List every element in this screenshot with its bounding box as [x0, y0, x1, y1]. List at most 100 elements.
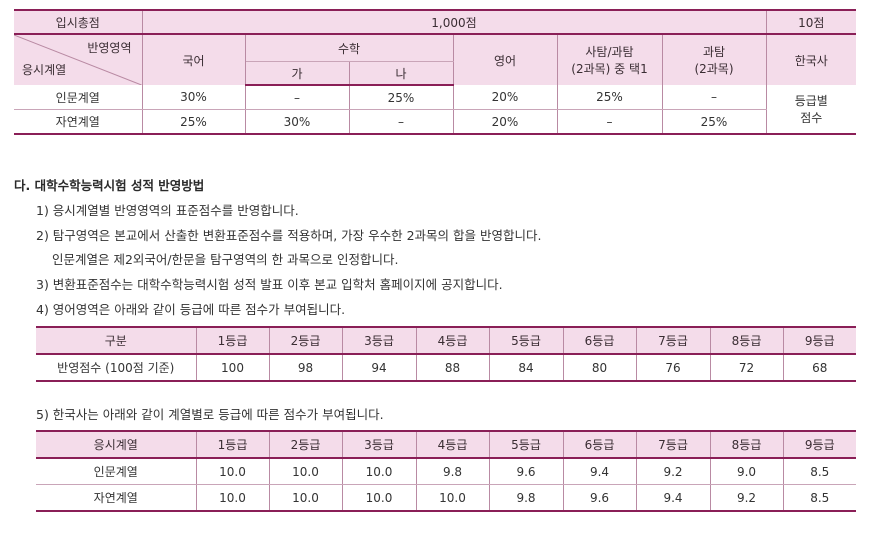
- header-cell: 2등급: [268, 431, 342, 459]
- inquiry-header-line1: 사탐/과탐: [585, 45, 634, 59]
- header-cell: 7등급: [635, 431, 710, 459]
- header-cell: 5등급: [488, 431, 563, 459]
- header-cell: 6등급: [562, 431, 636, 459]
- history-note-line1: 등급별: [794, 94, 828, 108]
- history-header: 한국사: [765, 34, 856, 85]
- header-cell: 6등급: [562, 327, 636, 355]
- score-cell: 9.0: [709, 458, 783, 485]
- item-2: 2) 탐구영역은 본교에서 산출한 변환표준점수를 적용하며, 가장 우수한 2…: [36, 228, 542, 243]
- score-cell: 10.0: [415, 484, 489, 511]
- header-cell: 3등급: [341, 327, 416, 355]
- row-label-cell: 자연계열: [93, 491, 138, 505]
- korean-cell: 25%: [141, 109, 246, 134]
- history-note-cell: 등급별 점수: [765, 85, 856, 134]
- table-row: 자연계열 10.0 10.0 10.0 10.0 9.8 9.6 9.4 9.2…: [36, 484, 856, 511]
- score-cell: 9.2: [709, 484, 783, 511]
- score-cell: 94: [341, 354, 416, 381]
- math-a-cell: 30%: [244, 109, 350, 134]
- diag-top-label: 반영영역: [87, 41, 132, 55]
- score-cell: 10.0: [341, 484, 416, 511]
- header-cell: 9등급: [782, 327, 856, 355]
- total-score-value: 1,000점: [141, 10, 767, 35]
- inquiry-header: 사탐/과탐 (2과목) 중 택1: [556, 34, 663, 85]
- header-cell: 2등급: [268, 327, 342, 355]
- score-cell: 98: [268, 354, 342, 381]
- math-a-cell: –: [244, 85, 350, 110]
- inquiry-header-line2: (2과목) 중 택1: [571, 62, 648, 76]
- diag-bottom-label: 응시계열: [22, 63, 67, 77]
- header-cell: 7등급: [635, 327, 710, 355]
- korean-cell: 30%: [141, 85, 246, 110]
- diagonal-header-cell: 반영영역 응시계열: [14, 34, 143, 85]
- header-cell: 1등급: [195, 327, 269, 355]
- item-3: 3) 변환표준점수는 대학수학능력시험 성적 발표 이후 본교 입학처 홈페이지…: [36, 277, 503, 292]
- item-4: 4) 영어영역은 아래와 같이 등급에 따른 점수가 부여됩니다.: [36, 302, 346, 317]
- row-label-cell: 인문계열: [36, 458, 196, 485]
- header-cell: 4등급: [415, 431, 489, 459]
- section-heading: 다. 대학수학능력시험 성적 반영방법: [14, 178, 205, 193]
- history-score-value: 10점: [765, 10, 856, 35]
- score-cell: 76: [635, 354, 710, 381]
- table-row: 반영점수 (100점 기준) 100 98 94 88 84 80 76 72 …: [36, 354, 856, 381]
- score-cell: 9.8: [488, 484, 563, 511]
- math-b-cell: –: [348, 109, 454, 134]
- header-cell: 8등급: [709, 431, 783, 459]
- score-cell: 9.6: [562, 484, 636, 511]
- math-b-header: 나: [348, 61, 454, 86]
- score-cell: 10.0: [268, 484, 342, 511]
- score-cell: 68: [782, 354, 856, 381]
- korean-header: 국어: [141, 34, 246, 85]
- score-cell: 9.6: [488, 458, 563, 485]
- table-header-row: 응시계열 1등급 2등급 3등급 4등급 5등급 6등급 7등급 8등급 9등급: [36, 431, 856, 459]
- history-grade-table: 응시계열 1등급 2등급 3등급 4등급 5등급 6등급 7등급 8등급 9등급…: [36, 430, 856, 512]
- score-cell: 8.5: [782, 458, 856, 485]
- score-cell: 8.5: [782, 484, 856, 511]
- score-weight-table: 입시총점 1,000점 10점 반영영역 응시계열 국어 수학 영어 사탐/과탐…: [14, 9, 856, 135]
- score-cell: 10.0: [195, 458, 269, 485]
- inquiry-cell: –: [556, 109, 663, 134]
- item-2-note: 인문계열은 제2외국어/한문을 탐구영역의 한 과목으로 인정합니다.: [52, 252, 399, 267]
- history-note-line2: 점수: [800, 111, 823, 125]
- total-score-label: 입시총점: [14, 10, 143, 35]
- row-label-cell: 반영점수 (100점 기준): [57, 361, 175, 375]
- score-cell: 9.2: [635, 458, 710, 485]
- header-cell: 1등급: [195, 431, 269, 459]
- science-cell: 25%: [661, 109, 767, 134]
- score-cell: 10.0: [268, 458, 342, 485]
- score-cell: 88: [415, 354, 489, 381]
- english-grade-table: 구분 1등급 2등급 3등급 4등급 5등급 6등급 7등급 8등급 9등급 반…: [36, 326, 856, 382]
- english-cell: 20%: [452, 109, 558, 134]
- table-row: 인문계열 30% – 25% 20% 25% – 등급별 점수: [14, 85, 856, 134]
- science-header-line1: 과탐: [702, 45, 726, 59]
- math-a-header: 가: [244, 61, 350, 86]
- item-5: 5) 한국사는 아래와 같이 계열별로 등급에 따른 점수가 부여됩니다.: [36, 407, 384, 422]
- header-cell: 3등급: [341, 431, 416, 459]
- inquiry-cell: 25%: [556, 85, 663, 110]
- science-cell: –: [661, 85, 767, 110]
- science-header: 과탐 (2과목): [661, 34, 767, 85]
- header-cell: 5등급: [488, 327, 563, 355]
- score-cell: 84: [488, 354, 563, 381]
- header-cell: 9등급: [782, 431, 856, 459]
- math-header: 수학: [244, 34, 454, 62]
- score-cell: 9.4: [635, 484, 710, 511]
- header-cell: 응시계열: [36, 431, 196, 459]
- table-header-row: 구분 1등급 2등급 3등급 4등급 5등급 6등급 7등급 8등급 9등급: [36, 327, 856, 355]
- score-cell: 80: [562, 354, 636, 381]
- track-cell: 자연계열: [14, 109, 143, 134]
- header-cell: 8등급: [709, 327, 783, 355]
- score-cell: 10.0: [341, 458, 416, 485]
- score-cell: 9.8: [415, 458, 489, 485]
- score-cell: 72: [709, 354, 783, 381]
- header-cell: 구분: [36, 327, 196, 355]
- score-cell: 100: [195, 354, 269, 381]
- table-row: 자연계열 25% 30% – 20% – 25%: [14, 109, 856, 134]
- english-header: 영어: [452, 34, 558, 85]
- science-header-line2: (2과목): [694, 62, 734, 76]
- header-cell: 4등급: [415, 327, 489, 355]
- table-row: 인문계열 10.0 10.0 10.0 9.8 9.6 9.4 9.2 9.0 …: [36, 458, 856, 485]
- item-1: 1) 응시계열별 반영영역의 표준점수를 반영합니다.: [36, 203, 299, 218]
- score-cell: 9.4: [562, 458, 636, 485]
- score-cell: 10.0: [195, 484, 269, 511]
- math-b-cell: 25%: [348, 85, 454, 110]
